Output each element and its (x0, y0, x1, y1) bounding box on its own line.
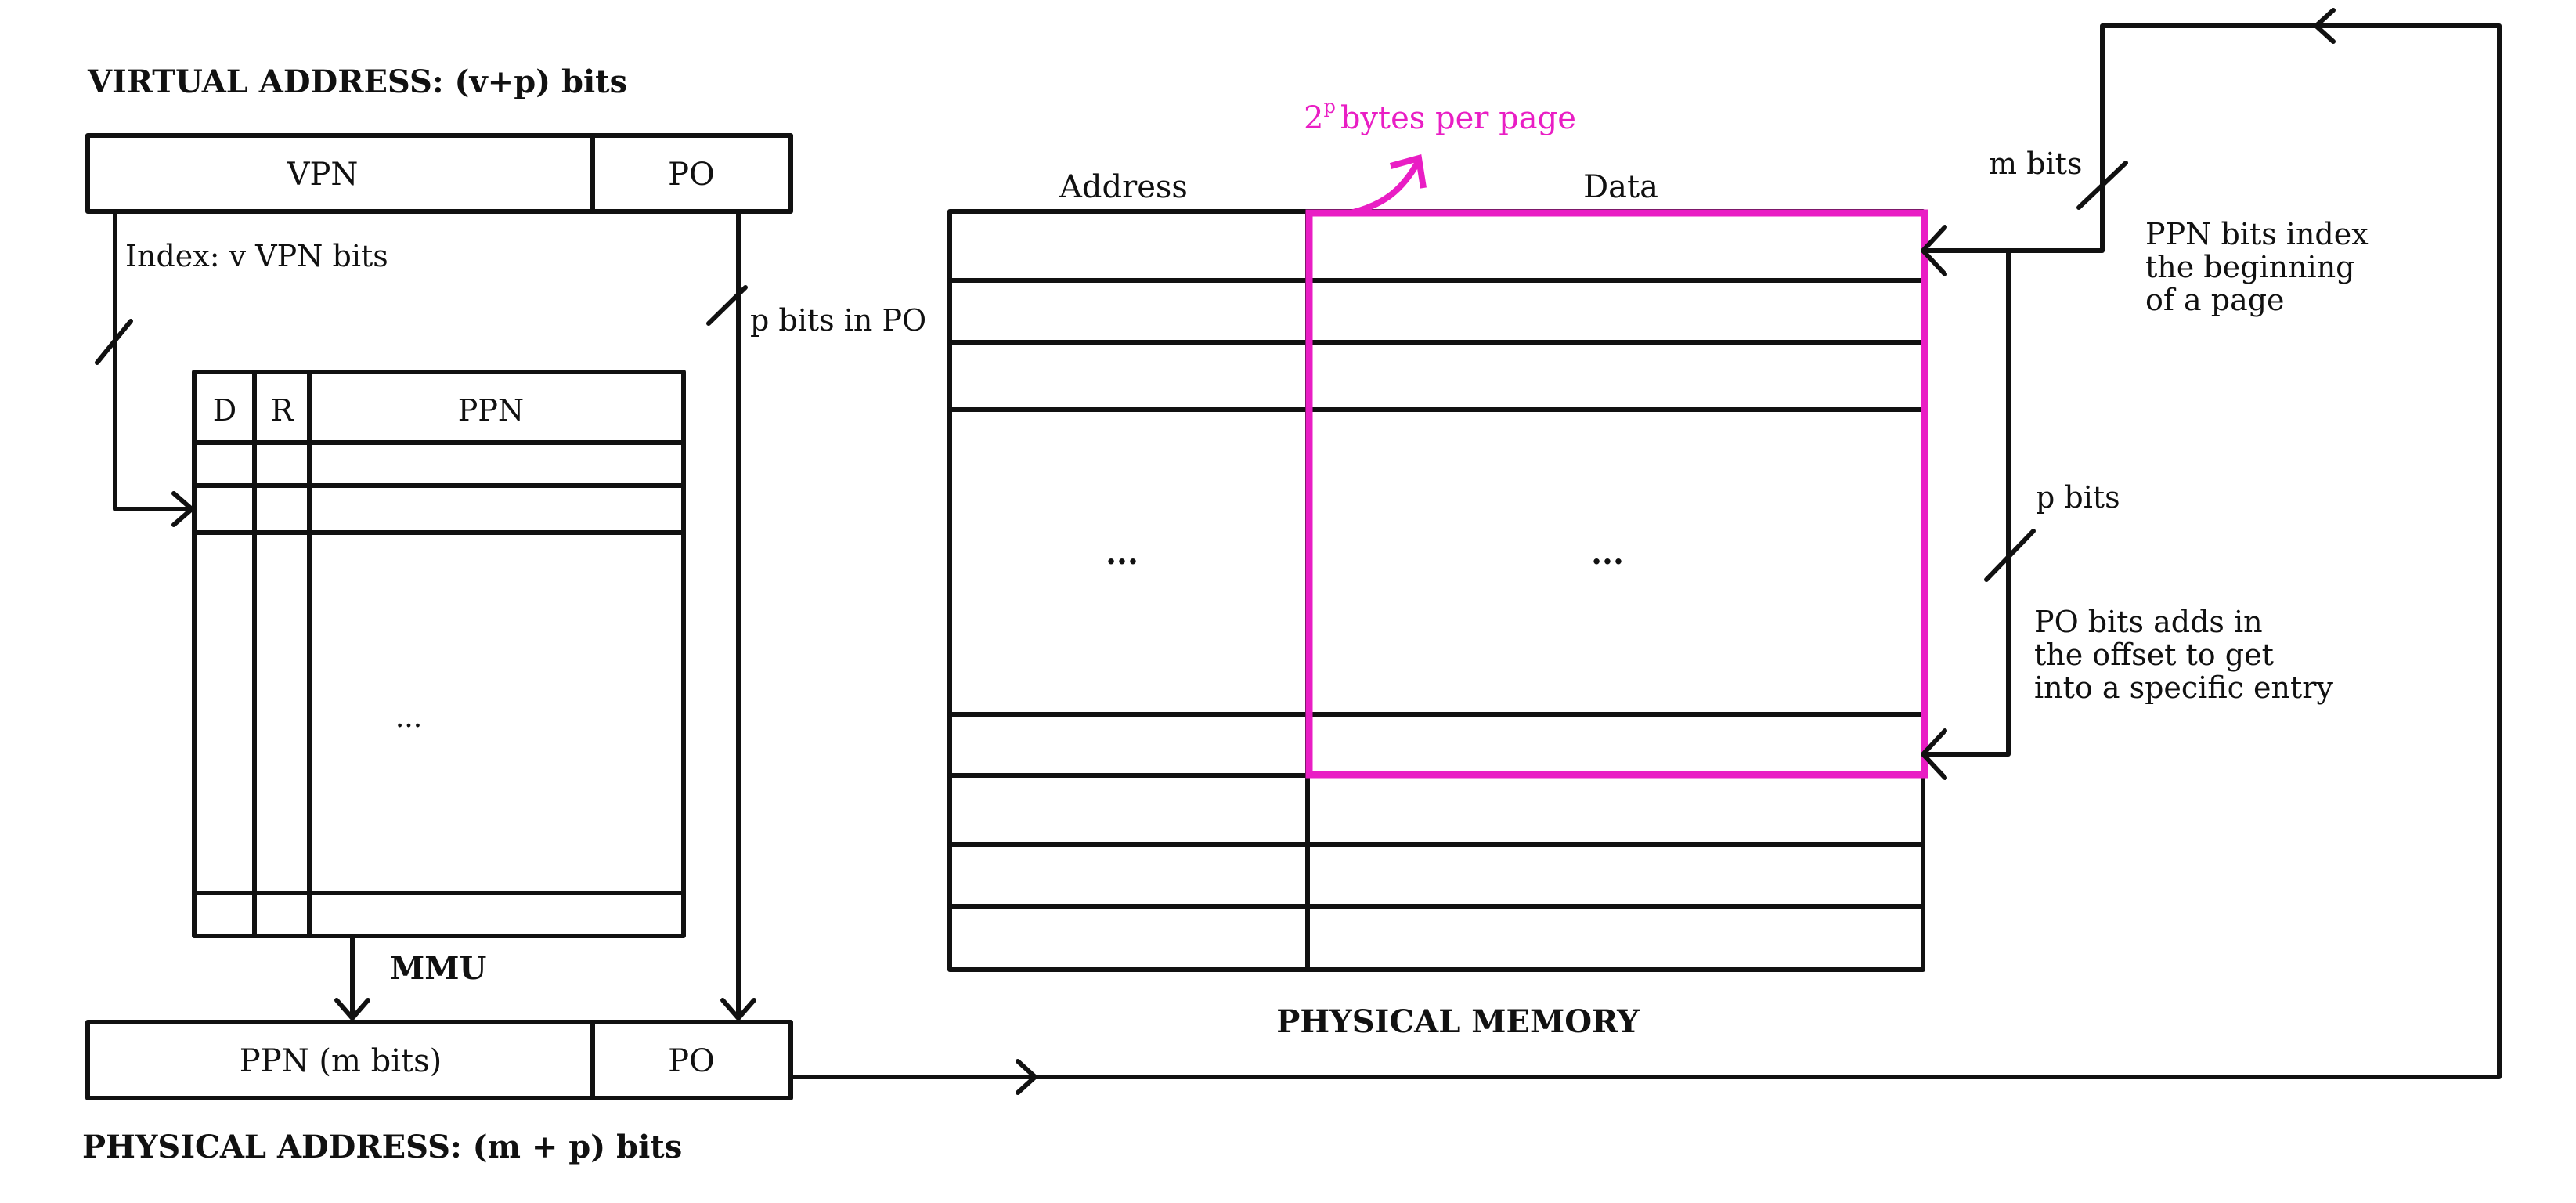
physical-memory-title: PHYSICAL MEMORY (1276, 1003, 1640, 1040)
p-bits-label: p bits (2036, 480, 2120, 515)
vpn-label: VPN (287, 157, 359, 193)
pa-po-label: PO (668, 1043, 715, 1079)
ppn-note: PPN bits index the beginning of a page (2145, 217, 2378, 317)
po-bits-label: p bits in PO (750, 303, 926, 338)
po-note-line-1: PO bits adds in (2034, 605, 2263, 639)
po-note-line-3: into a specific entry (2034, 670, 2333, 705)
page-size-exponent: p (1323, 96, 1335, 117)
physical-address-box: PPN (m bits) PO (85, 1020, 793, 1100)
physical-address-feedback-arrow (788, 8, 2502, 1095)
page-size-base: 2 (1304, 100, 1323, 136)
virtual-address-box: VPN PO (85, 133, 793, 214)
ppn-note-line-1: PPN bits index (2145, 217, 2369, 251)
mmu-ellipsis: ... (395, 702, 422, 734)
page-highlight-box (1305, 209, 1928, 779)
mmu-output-arrow (334, 934, 370, 1021)
po-passthrough-arrow (706, 209, 756, 1021)
page-size-label: 2p bytes per page (1304, 96, 1576, 136)
po-note: PO bits adds in the offset to get into a… (2034, 605, 2333, 705)
mmu-label: MMU (390, 950, 486, 987)
mmu-header-ppn: PPN (458, 393, 524, 428)
page-size-suffix: bytes per page (1340, 100, 1576, 136)
mmu-header-r: R (271, 393, 294, 428)
page-size-annotation: 2p bytes per page (1304, 96, 1576, 216)
po-label: PO (668, 157, 715, 193)
ppn-label: PPN (m bits) (240, 1043, 442, 1079)
memory-data-header: Data (1583, 169, 1658, 205)
index-label: Index: v VPN bits (125, 239, 388, 273)
virtual-address-title: VIRTUAL ADDRESS: (v+p) bits (87, 63, 627, 100)
ppn-note-line-3: of a page (2145, 283, 2285, 317)
physical-address-title: PHYSICAL ADDRESS: (m + p) bits (82, 1129, 682, 1165)
memory-address-ellipsis: ... (1106, 535, 1138, 572)
mmu-header-d: D (213, 393, 236, 428)
page-offset-arrow (1921, 248, 2036, 780)
memory-address-header: Address (1059, 169, 1188, 205)
pa-po-field (590, 1020, 793, 1100)
memory-data-ellipsis: ... (1591, 535, 1624, 572)
po-field (590, 133, 793, 214)
m-bits-label: m bits (1989, 146, 2082, 181)
mmu-table: D R PPN ... (192, 370, 686, 938)
ppn-note-line-2: the beginning (2145, 250, 2355, 284)
physical-memory-table: ... ... (947, 209, 1925, 972)
po-note-line-2: the offset to get (2034, 638, 2274, 672)
